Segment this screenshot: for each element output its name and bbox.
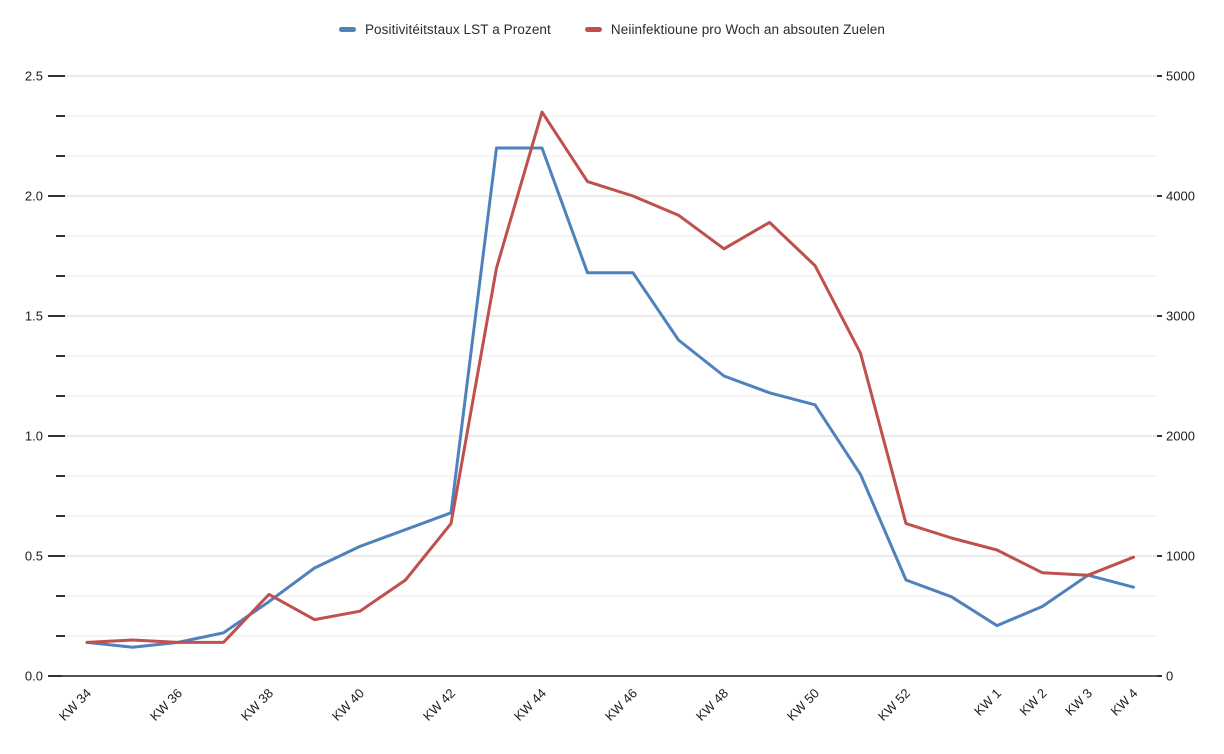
svg-text:0: 0	[1166, 669, 1173, 684]
svg-text:1.0: 1.0	[25, 429, 43, 444]
svg-text:KW 52: KW 52	[875, 686, 913, 724]
svg-text:KW 36: KW 36	[147, 686, 185, 724]
svg-text:4000: 4000	[1166, 189, 1195, 204]
infections-series-swatch-icon	[584, 27, 602, 32]
svg-text:KW 50: KW 50	[784, 686, 822, 724]
positivity-series-swatch-icon	[338, 27, 356, 32]
svg-text:KW 38: KW 38	[238, 686, 276, 724]
svg-text:2.5: 2.5	[25, 69, 43, 84]
svg-text:KW 2: KW 2	[1017, 686, 1050, 719]
svg-text:KW 1: KW 1	[971, 686, 1004, 719]
legend-label-positivity: Positivitéitstaux LST a Prozent	[364, 22, 551, 37]
svg-text:KW 40: KW 40	[329, 686, 367, 724]
series-line-infections	[85, 110, 1135, 644]
left-axis-labels: 0.0 0.5 1.0 1.5 2.0 2.5	[25, 69, 43, 684]
svg-text:0.5: 0.5	[25, 549, 43, 564]
left-axis-ticks	[48, 75, 65, 677]
legend-label-infections: Neiinfektioune pro Woch an absouten Zuel…	[610, 22, 886, 37]
svg-text:KW 44: KW 44	[511, 686, 549, 724]
legend-item-infections: Neiinfektioune pro Woch an absouten Zuel…	[584, 22, 886, 37]
svg-text:3000: 3000	[1166, 309, 1195, 324]
svg-text:2.0: 2.0	[25, 189, 43, 204]
svg-text:5000: 5000	[1166, 69, 1195, 84]
legend-item-positivity: Positivitéitstaux LST a Prozent	[338, 22, 551, 37]
series-line-positivity	[85, 146, 1135, 649]
svg-text:2000: 2000	[1166, 429, 1195, 444]
svg-text:0.0: 0.0	[25, 669, 43, 684]
svg-text:KW 48: KW 48	[693, 686, 731, 724]
gridlines	[62, 75, 1157, 637]
svg-text:KW 46: KW 46	[602, 686, 640, 724]
svg-text:KW 34: KW 34	[56, 686, 94, 724]
chart-legend: Positivitéitstaux LST a Prozent Neiinfek…	[0, 22, 1224, 37]
svg-text:1.5: 1.5	[25, 309, 43, 324]
svg-text:KW 4: KW 4	[1108, 686, 1141, 719]
right-axis-labels: 0 1000 2000 3000 4000 5000	[1157, 69, 1195, 684]
x-axis-labels: KW 34 KW 36 KW 38 KW 40 KW 42 KW 44 KW 46 KW 48…	[56, 686, 1141, 724]
svg-text:1000: 1000	[1166, 549, 1195, 564]
svg-text:KW 42: KW 42	[420, 686, 458, 724]
svg-text:KW 3: KW 3	[1062, 686, 1095, 719]
